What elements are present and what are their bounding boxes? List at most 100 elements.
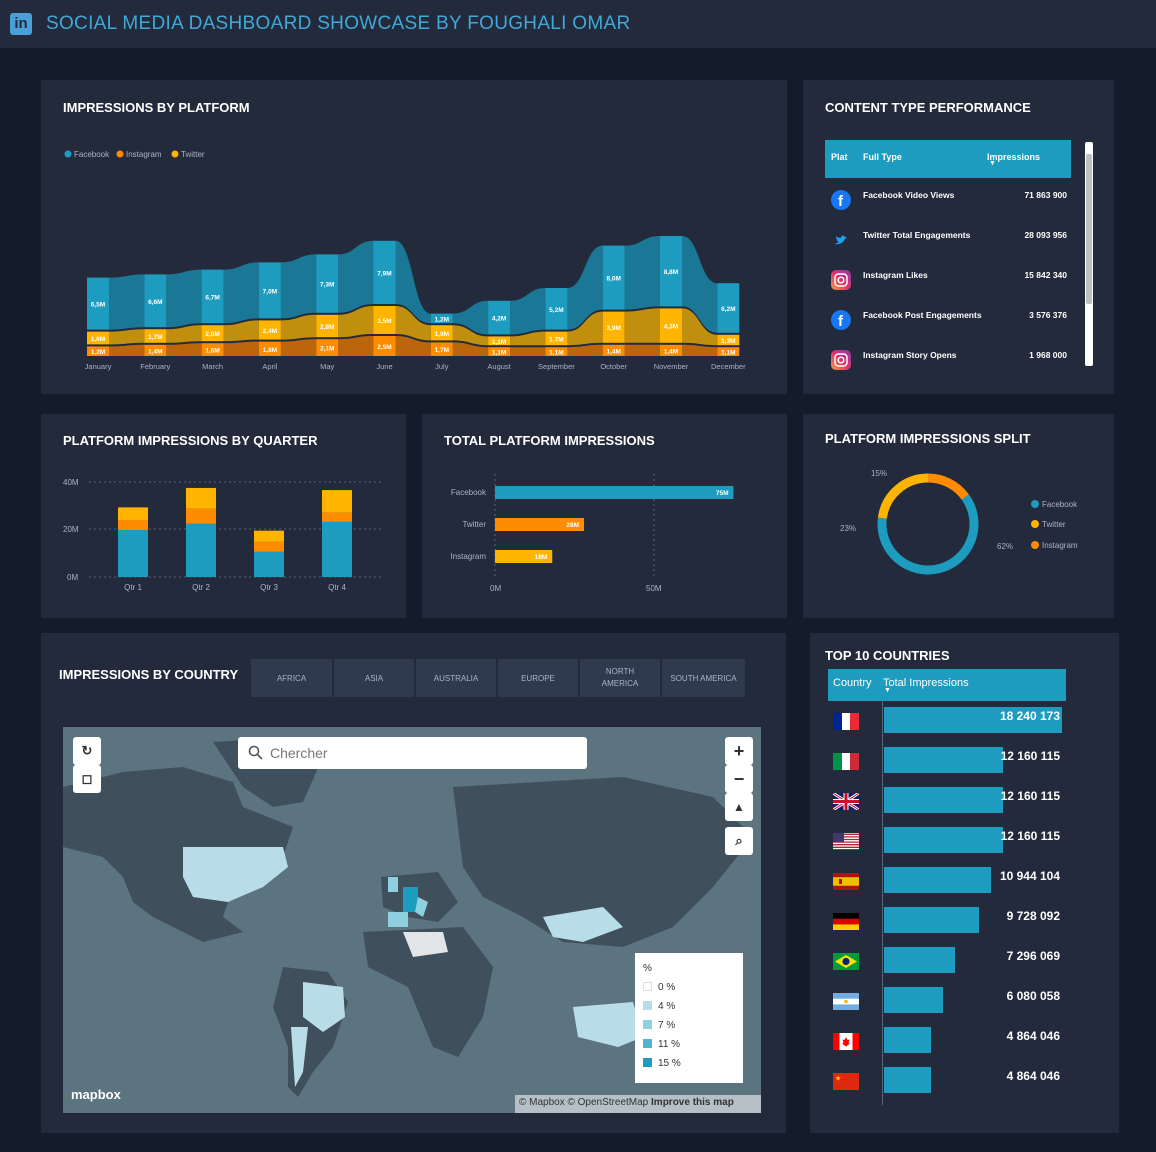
impressions-bar[interactable] [884,787,1003,813]
tab-africa[interactable]: AFRICA [251,659,332,697]
instagram-bar[interactable] [488,347,511,356]
improve-map-link[interactable]: Improve this map [651,1097,734,1108]
tab-asia[interactable]: ASIA [334,659,414,697]
twitter-slice[interactable] [877,473,929,520]
column-impressions[interactable]: Impressions [987,152,1041,162]
country-row[interactable]: 12 160 115 [828,745,1068,785]
facebook-bar[interactable] [258,262,281,319]
instagram-bar[interactable] [258,341,281,356]
table-scrollbar[interactable] [1085,142,1093,366]
impressions-bar[interactable] [884,987,944,1013]
impressions-bar[interactable] [884,947,956,973]
facebook-bar[interactable] [87,277,109,330]
zoom-in-button[interactable]: + [725,737,753,765]
map-search-box[interactable]: Chercher [238,737,587,769]
instagram-bar[interactable] [717,347,740,356]
country-row[interactable]: 12 160 115 [828,785,1068,825]
instagram-bar[interactable] [602,344,625,356]
facebook-bar[interactable] [186,523,216,577]
table-row[interactable]: f Facebook Video Views 71 863 900 [825,184,1075,224]
twitter-bar[interactable] [144,329,167,343]
twitter-bar[interactable] [201,325,224,342]
twitter-bar[interactable] [118,507,148,520]
compass-icon[interactable]: ▲ [725,793,753,821]
twitter-bar[interactable] [322,490,352,513]
instagram-bar[interactable] [322,512,352,522]
world-map[interactable]: Chercher ↻ ◻ + − ▲ ⌕ mapbox © Mapbox © O… [63,727,761,1113]
facebook-bar[interactable] [717,283,740,333]
country-row[interactable]: ★ 4 864 046 [828,1065,1068,1105]
impressions-bar[interactable] [884,867,991,893]
country-row[interactable]: 12 160 115 [828,825,1068,865]
facebook-bar[interactable] [495,486,734,499]
linkedin-icon[interactable]: in [10,13,32,35]
facebook-bar[interactable] [144,274,167,328]
country-row[interactable]: 10 944 104 [828,865,1068,905]
country-row[interactable]: 9 728 092 [828,905,1068,945]
impressions-bar[interactable] [884,1067,932,1093]
column-country[interactable]: Country [833,677,872,689]
instagram-bar[interactable] [495,550,553,563]
table-row[interactable]: Twitter Total Engagements 28 093 956 [825,224,1075,264]
instagram-bar[interactable] [430,342,453,356]
twitter-bar[interactable] [186,487,216,509]
facebook-bar[interactable] [254,551,284,577]
instagram-bar[interactable] [254,541,284,552]
sort-desc-icon[interactable]: ▼ [989,160,996,167]
country-row[interactable]: 18 240 173 [828,705,1068,745]
twitter-bar[interactable] [602,311,625,343]
table-row[interactable]: Instagram Likes 15 842 340 [825,264,1075,304]
facebook-bar[interactable] [488,300,511,335]
map-attribution[interactable]: © Mapbox © OpenStreetMap Improve this ma… [515,1095,761,1113]
instagram-bar[interactable] [545,347,568,356]
instagram-bar[interactable] [316,339,339,356]
column-total-impressions[interactable]: Total Impressions [883,677,969,689]
twitter-bar[interactable] [87,331,109,345]
tab-north-america[interactable]: NORTH AMERICA [580,659,660,697]
facebook-bar[interactable] [322,521,352,577]
rectangle-select-icon[interactable]: ◻ [73,765,101,793]
tab-australia[interactable]: AUSTRALIA [416,659,496,697]
twitter-bar[interactable] [545,331,568,346]
facebook-bar[interactable] [373,240,396,304]
instagram-bar[interactable] [186,508,216,524]
twitter-bar[interactable] [660,308,682,343]
lasso-select-icon[interactable]: ↻ [73,737,101,765]
country-row[interactable]: 6 080 058 [828,985,1068,1025]
twitter-bar[interactable] [258,320,281,340]
twitter-bar[interactable] [430,325,453,341]
facebook-bar[interactable] [602,245,625,310]
country-row[interactable]: 7 296 069 [828,945,1068,985]
column-full-type[interactable]: Full Type [863,152,902,162]
impressions-bar[interactable] [884,1027,932,1053]
mapbox-logo[interactable]: mapbox [71,1087,121,1102]
table-row[interactable]: Instagram Story Opens 1 968 000 [825,344,1075,384]
impressions-bar[interactable] [884,907,979,933]
twitter-bar[interactable] [495,518,585,531]
twitter-bar[interactable] [373,306,396,334]
twitter-bar[interactable] [254,530,284,542]
table-row[interactable]: f Facebook Post Engagements 3 576 376 [825,304,1075,344]
country-row[interactable]: 4 864 046 [828,1025,1068,1065]
instagram-bar[interactable] [201,343,224,356]
impressions-bar[interactable] [884,827,1003,853]
impressions-bar[interactable] [884,747,1003,773]
tab-south-america[interactable]: SOUTH AMERICA [662,659,745,697]
twitter-bar[interactable] [717,334,740,346]
instagram-bar[interactable] [660,344,682,356]
impressions-bar[interactable] [884,707,1062,733]
facebook-bar[interactable] [430,313,453,324]
sort-desc-icon[interactable]: ▼ [884,687,891,694]
instagram-bar[interactable] [118,520,148,530]
facebook-slice[interactable] [877,494,979,575]
instagram-bar[interactable] [373,336,396,356]
attribution-text[interactable]: © Mapbox © OpenStreetMap [519,1097,649,1108]
twitter-bar[interactable] [316,314,339,338]
scrollbar-thumb[interactable] [1086,154,1092,304]
instagram-bar[interactable] [87,346,109,356]
tab-europe[interactable]: EUROPE [498,659,578,697]
facebook-bar[interactable] [316,254,339,313]
zoom-to-fit-icon[interactable]: ⌕ [725,827,753,855]
facebook-bar[interactable] [118,529,148,577]
instagram-slice[interactable] [927,473,969,500]
